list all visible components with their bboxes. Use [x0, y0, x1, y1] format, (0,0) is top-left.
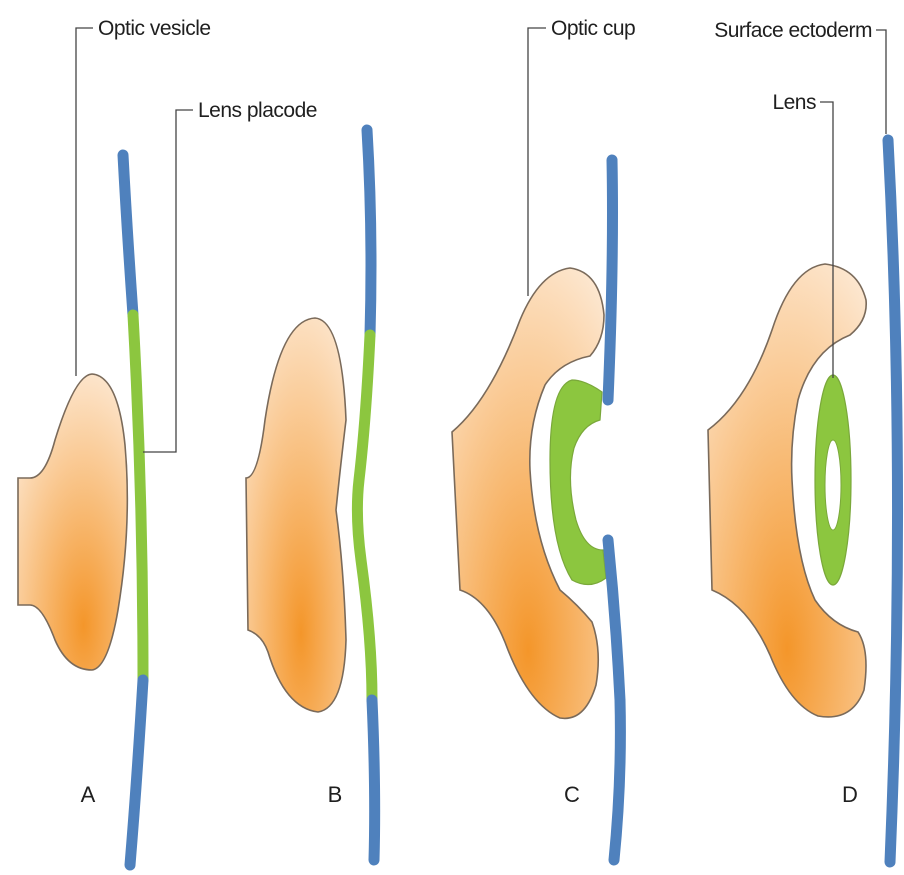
surface-ectoderm-upper [602, 154, 618, 406]
surface-ectoderm-upper [117, 149, 139, 321]
panel-c [451, 154, 626, 866]
lens-label: Lens [772, 91, 816, 114]
lens-vesicle-shape [549, 379, 607, 586]
lens-placode-shape [351, 329, 378, 706]
lens-cavity [824, 439, 842, 531]
lens-placode-label: Lens placode [198, 99, 317, 122]
optic-cup-label: Optic cup [551, 17, 635, 40]
surface-ectoderm-label: Surface ectoderm [714, 19, 872, 42]
optic-vesicle-shape [245, 317, 347, 713]
panel-a-label: A [81, 782, 96, 807]
optic-vesicle-label: Optic vesicle [98, 17, 211, 40]
panel-c-label: C [564, 782, 580, 807]
surface-ectoderm-lower [124, 674, 149, 871]
optic-cup-leader [527, 27, 546, 296]
surface-ectoderm-leader [876, 29, 887, 134]
lens-leader [820, 101, 834, 378]
optic-cup-shape [451, 267, 605, 720]
optic-vesicle-shape [17, 373, 129, 671]
surface-ectoderm [882, 134, 904, 868]
lens-placode-leader [143, 109, 193, 453]
surface-ectoderm-lower [366, 694, 381, 866]
surface-ectoderm-lower [602, 534, 626, 866]
panel-b-label: B [328, 782, 343, 807]
optic-vesicle-leader [75, 27, 93, 376]
panel-a [17, 149, 149, 871]
panel-d [707, 134, 904, 868]
optic-cup-shape [707, 263, 867, 718]
panel-d-label: D [842, 782, 858, 807]
panel-b [245, 124, 381, 866]
lens-placode-shape [127, 309, 149, 686]
surface-ectoderm-upper [361, 124, 377, 341]
